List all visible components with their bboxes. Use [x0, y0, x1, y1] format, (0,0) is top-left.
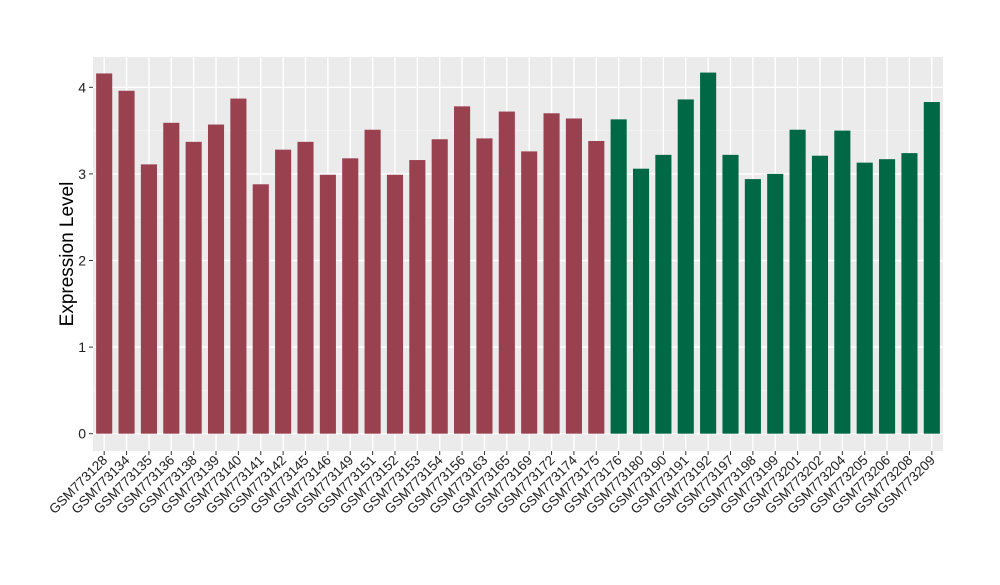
bar-GSM773191: [677, 99, 694, 434]
bar-GSM773192: [700, 72, 717, 434]
bar-GSM773165: [498, 111, 515, 434]
bar-GSM773138: [185, 141, 202, 434]
bar-GSM773136: [163, 122, 180, 434]
bar-GSM773180: [632, 168, 650, 434]
y-tick-label: 3: [78, 166, 86, 182]
bar-GSM773197: [722, 154, 739, 434]
bar-GSM773172: [543, 113, 560, 434]
bar-GSM773175: [588, 140, 605, 434]
bar-GSM773163: [476, 138, 493, 434]
bar-GSM773128: [96, 73, 113, 434]
bar-GSM773156: [454, 106, 471, 434]
bar-GSM773134: [118, 90, 135, 434]
bar-GSM773190: [655, 154, 672, 434]
y-tick-label: 0: [78, 426, 86, 442]
bar-GSM773152: [386, 174, 404, 434]
bar-GSM773199: [767, 173, 784, 434]
bar-GSM773209: [923, 102, 940, 434]
bar-GSM773141: [252, 184, 269, 434]
bar-GSM773174: [565, 118, 582, 434]
bars: [96, 72, 940, 434]
bar-GSM773135: [140, 164, 157, 434]
bar-GSM773176: [610, 119, 627, 434]
bar-GSM773151: [364, 129, 381, 434]
bar-GSM773206: [879, 159, 896, 434]
bar-GSM773205: [856, 162, 873, 434]
bar-GSM773169: [521, 151, 538, 434]
bar-GSM773145: [297, 141, 314, 434]
bar-GSM773149: [342, 158, 359, 434]
bar-GSM773142: [275, 149, 292, 434]
y-axis-label: Expression Level: [57, 182, 78, 327]
bar-GSM773201: [789, 129, 806, 434]
bar-GSM773154: [431, 139, 448, 434]
y-axis: 0 1 2 3 4: [78, 79, 93, 442]
y-tick-label: 4: [78, 79, 86, 95]
bar-GSM773204: [834, 130, 851, 434]
bar-GSM773153: [409, 160, 426, 434]
y-tick-label: 1: [78, 339, 86, 355]
bar-GSM773140: [230, 98, 247, 434]
bar-GSM773202: [811, 155, 829, 434]
y-tick-label: 2: [78, 252, 86, 268]
bar-GSM773208: [901, 153, 918, 434]
bar-GSM773198: [744, 179, 761, 434]
bar-GSM773146: [319, 174, 336, 434]
bar-GSM773139: [207, 124, 225, 434]
x-axis: GSM773128GSM773134GSM773135GSM773136GSM7…: [46, 451, 938, 517]
